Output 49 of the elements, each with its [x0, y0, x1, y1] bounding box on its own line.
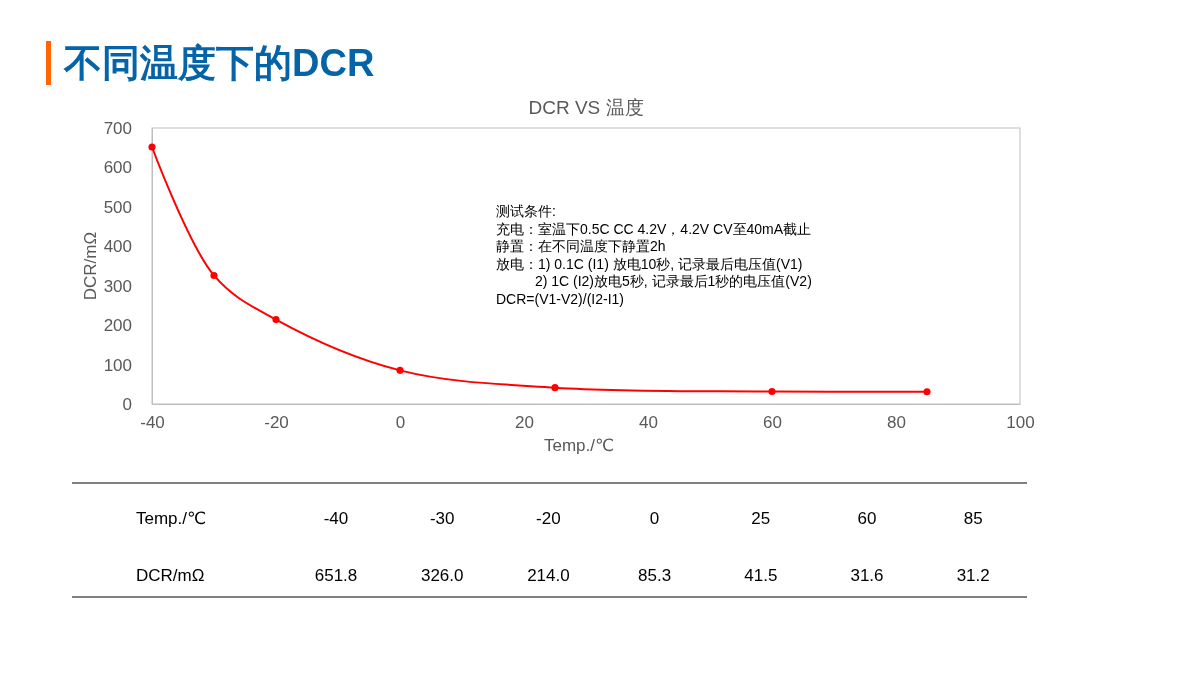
y-tick-label: 300: [103, 276, 132, 296]
point: [768, 387, 776, 396]
x-axis-title: Temp./℃: [543, 436, 615, 455]
text: 651.8: [314, 566, 358, 585]
annotation: 充电：室温下0.5C CC 4.2V，4.2V CV至40mA截止: [496, 220, 812, 237]
annotation: 放电：1) 0.1C (I1) 放电10秒, 记录最后电压值(V1): [496, 255, 803, 272]
annotation: 静置：在不同温度下静置2h: [496, 238, 666, 255]
x-tick-label: 100: [1006, 413, 1035, 433]
text: -20: [536, 509, 561, 528]
point: [148, 143, 156, 151]
point: [210, 271, 218, 280]
chart-subtitle: DCR VS 温度: [528, 97, 644, 118]
x-tick-label: -20: [264, 413, 289, 433]
text: 85: [963, 509, 983, 528]
text: 25: [751, 509, 771, 528]
text: 0: [649, 509, 660, 528]
y-tick-label: 400: [103, 237, 132, 257]
point: [551, 384, 559, 392]
text: 41.5: [744, 566, 778, 585]
chart-title: 不同温度下的DCR: [63, 42, 375, 84]
y-tick-label: 0: [122, 394, 132, 414]
text: 60: [857, 509, 877, 528]
x-tick-label: 20: [515, 413, 534, 433]
y-tick-label: 600: [103, 158, 132, 178]
text: DCR/mΩ: [136, 566, 205, 585]
y-tick-label: 500: [103, 197, 132, 217]
text: 85.3: [638, 566, 672, 585]
annotation: 测试条件:: [496, 203, 556, 219]
x-tick-label: -40: [140, 413, 165, 433]
annotation: DCR=(V1-V2)/(I2-I1): [496, 291, 624, 307]
y-tick-label: 100: [103, 355, 132, 375]
point: [396, 366, 404, 374]
y-tick-label: 200: [103, 316, 132, 336]
x-tick-label: 60: [763, 413, 782, 433]
annotation: 2) 1C (I2)放电5秒, 记录最后1秒的电压值(V2): [496, 273, 812, 290]
point: [923, 388, 931, 396]
text: 31.2: [956, 566, 990, 585]
text: 326.0: [420, 566, 464, 585]
text: 214.0: [527, 566, 570, 585]
y-tick-label: 700: [103, 118, 132, 138]
text: -30: [429, 509, 455, 528]
text: 31.6: [850, 566, 884, 585]
y-axis-title: DCR/mΩ: [81, 231, 100, 301]
point: [272, 316, 280, 324]
x-tick-label: 0: [395, 413, 406, 433]
text: Temp./℃: [136, 509, 207, 528]
x-tick-label: 80: [887, 413, 906, 433]
text: -40: [323, 509, 349, 528]
x-tick-label: 40: [639, 413, 658, 433]
